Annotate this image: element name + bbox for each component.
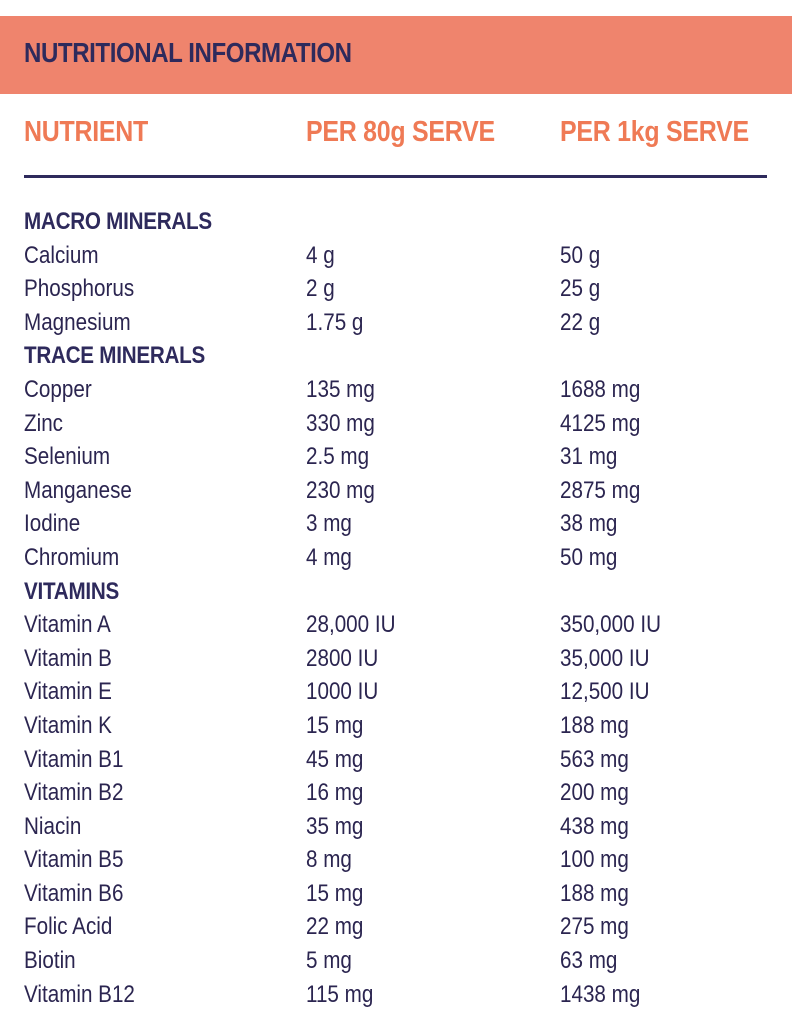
table-row: Selenium 2.5 mg 31 mg <box>0 440 792 474</box>
nutrient-name: Vitamin B5 <box>24 846 124 874</box>
nutrient-table: MACRO MINERALS Calcium 4 g 50 g Phosphorus 2 … <box>0 205 792 1011</box>
per-1kg-value: 31 mg <box>560 443 618 471</box>
nutrient-name: Folic Acid <box>24 913 113 941</box>
table-row: Vitamin A 28,000 IU 350,000 IU <box>0 608 792 642</box>
per-1kg-value: 1438 mg <box>560 980 641 1008</box>
nutrient-name: Vitamin K <box>24 711 112 739</box>
table-row: Vitamin B2 16 mg 200 mg <box>0 776 792 810</box>
section-title: VITAMINS <box>24 577 120 605</box>
per-80g-value: 1.75 g <box>306 308 364 336</box>
per-80g-value: 1000 IU <box>306 678 379 706</box>
table-row: Zinc 330 mg 4125 mg <box>0 407 792 441</box>
table-row: Folic Acid 22 mg 275 mg <box>0 910 792 944</box>
per-80g-value: 2 g <box>306 275 335 303</box>
per-1kg-value: 38 mg <box>560 510 618 538</box>
table-row: Iodine 3 mg 38 mg <box>0 507 792 541</box>
nutrient-name: Vitamin B12 <box>24 980 135 1008</box>
nutrient-name: Vitamin A <box>24 611 111 639</box>
section-row: VITAMINS <box>0 575 792 609</box>
section-title: MACRO MINERALS <box>24 208 212 235</box>
table-row: Vitamin B1 45 mg 563 mg <box>0 743 792 777</box>
table-row: Magnesium 1.75 g 22 g <box>0 306 792 340</box>
nutrient-name: Copper <box>24 375 92 403</box>
table-row: Vitamin B 2800 IU 35,000 IU <box>0 642 792 676</box>
header-divider <box>24 175 767 178</box>
page-title: NUTRITIONAL INFORMATION <box>24 37 352 68</box>
table-row: Biotin 5 mg 63 mg <box>0 944 792 978</box>
column-header-nutrient: NUTRIENT <box>24 116 149 148</box>
nutrient-name: Vitamin B <box>24 644 112 672</box>
nutrient-name: Calcium <box>24 241 99 269</box>
per-80g-value: 5 mg <box>306 947 352 975</box>
section-row: TRACE MINERALS <box>0 339 792 373</box>
per-80g-value: 15 mg <box>306 879 364 907</box>
nutrient-name: Phosphorus <box>24 275 135 303</box>
column-header-per-80g: PER 80g SERVE <box>306 116 495 148</box>
per-1kg-value: 438 mg <box>560 812 629 840</box>
table-row: Vitamin K 15 mg 188 mg <box>0 709 792 743</box>
per-80g-value: 15 mg <box>306 711 364 739</box>
per-1kg-value: 63 mg <box>560 947 618 975</box>
per-80g-value: 230 mg <box>306 476 375 504</box>
nutrient-name: Vitamin E <box>24 678 112 706</box>
per-80g-value: 16 mg <box>306 779 364 807</box>
per-1kg-value: 188 mg <box>560 711 629 739</box>
nutrient-name: Vitamin B6 <box>24 879 124 907</box>
per-1kg-value: 188 mg <box>560 879 629 907</box>
per-80g-value: 2.5 mg <box>306 443 370 471</box>
per-1kg-value: 4125 mg <box>560 409 641 437</box>
per-80g-value: 4 g <box>306 241 335 269</box>
table-row: Vitamin B12 115 mg 1438 mg <box>0 978 792 1012</box>
top-margin <box>0 0 792 16</box>
per-1kg-value: 2875 mg <box>560 476 641 504</box>
per-1kg-value: 50 mg <box>560 543 618 571</box>
table-row: Phosphorus 2 g 25 g <box>0 272 792 306</box>
nutrient-name: Vitamin B1 <box>24 745 124 773</box>
per-80g-value: 3 mg <box>306 510 352 538</box>
nutrient-name: Biotin <box>24 947 76 975</box>
per-1kg-value: 200 mg <box>560 779 629 807</box>
per-1kg-value: 22 g <box>560 308 601 336</box>
per-1kg-value: 100 mg <box>560 846 629 874</box>
table-row: Vitamin B5 8 mg 100 mg <box>0 843 792 877</box>
section-title: TRACE MINERALS <box>24 342 206 370</box>
per-80g-value: 330 mg <box>306 409 375 437</box>
per-1kg-value: 12,500 IU <box>560 678 650 706</box>
per-80g-value: 2800 IU <box>306 644 379 672</box>
nutrient-name: Manganese <box>24 476 132 504</box>
per-80g-value: 35 mg <box>306 812 364 840</box>
title-banner <box>0 16 792 94</box>
per-1kg-value: 350,000 IU <box>560 611 661 639</box>
per-1kg-value: 275 mg <box>560 913 629 941</box>
table-row: Vitamin B6 15 mg 188 mg <box>0 877 792 911</box>
nutrient-name: Chromium <box>24 543 120 571</box>
per-80g-value: 45 mg <box>306 745 364 773</box>
table-row: Vitamin E 1000 IU 12,500 IU <box>0 675 792 709</box>
nutrient-name: Zinc <box>24 409 63 437</box>
nutrient-name: Vitamin B2 <box>24 779 124 807</box>
per-1kg-value: 563 mg <box>560 745 629 773</box>
section-row: MACRO MINERALS <box>0 205 792 239</box>
per-80g-value: 135 mg <box>306 375 375 403</box>
table-row: Manganese 230 mg 2875 mg <box>0 474 792 508</box>
nutrient-name: Iodine <box>24 510 81 538</box>
table-row: Copper 135 mg 1688 mg <box>0 373 792 407</box>
per-1kg-value: 25 g <box>560 275 601 303</box>
per-1kg-value: 50 g <box>560 241 601 269</box>
table-row: Niacin 35 mg 438 mg <box>0 810 792 844</box>
nutrient-name: Magnesium <box>24 308 131 336</box>
per-80g-value: 115 mg <box>306 980 374 1008</box>
per-1kg-value: 35,000 IU <box>560 644 650 672</box>
table-row: Calcium 4 g 50 g <box>0 239 792 273</box>
nutrient-name: Selenium <box>24 443 111 471</box>
per-80g-value: 8 mg <box>306 846 352 874</box>
per-80g-value: 22 mg <box>306 913 364 941</box>
per-1kg-value: 1688 mg <box>560 375 641 403</box>
column-header-per-1kg: PER 1kg SERVE <box>560 116 749 148</box>
per-80g-value: 28,000 IU <box>306 611 396 639</box>
nutrient-name: Niacin <box>24 812 82 840</box>
table-row: Chromium 4 mg 50 mg <box>0 541 792 575</box>
per-80g-value: 4 mg <box>306 543 352 571</box>
